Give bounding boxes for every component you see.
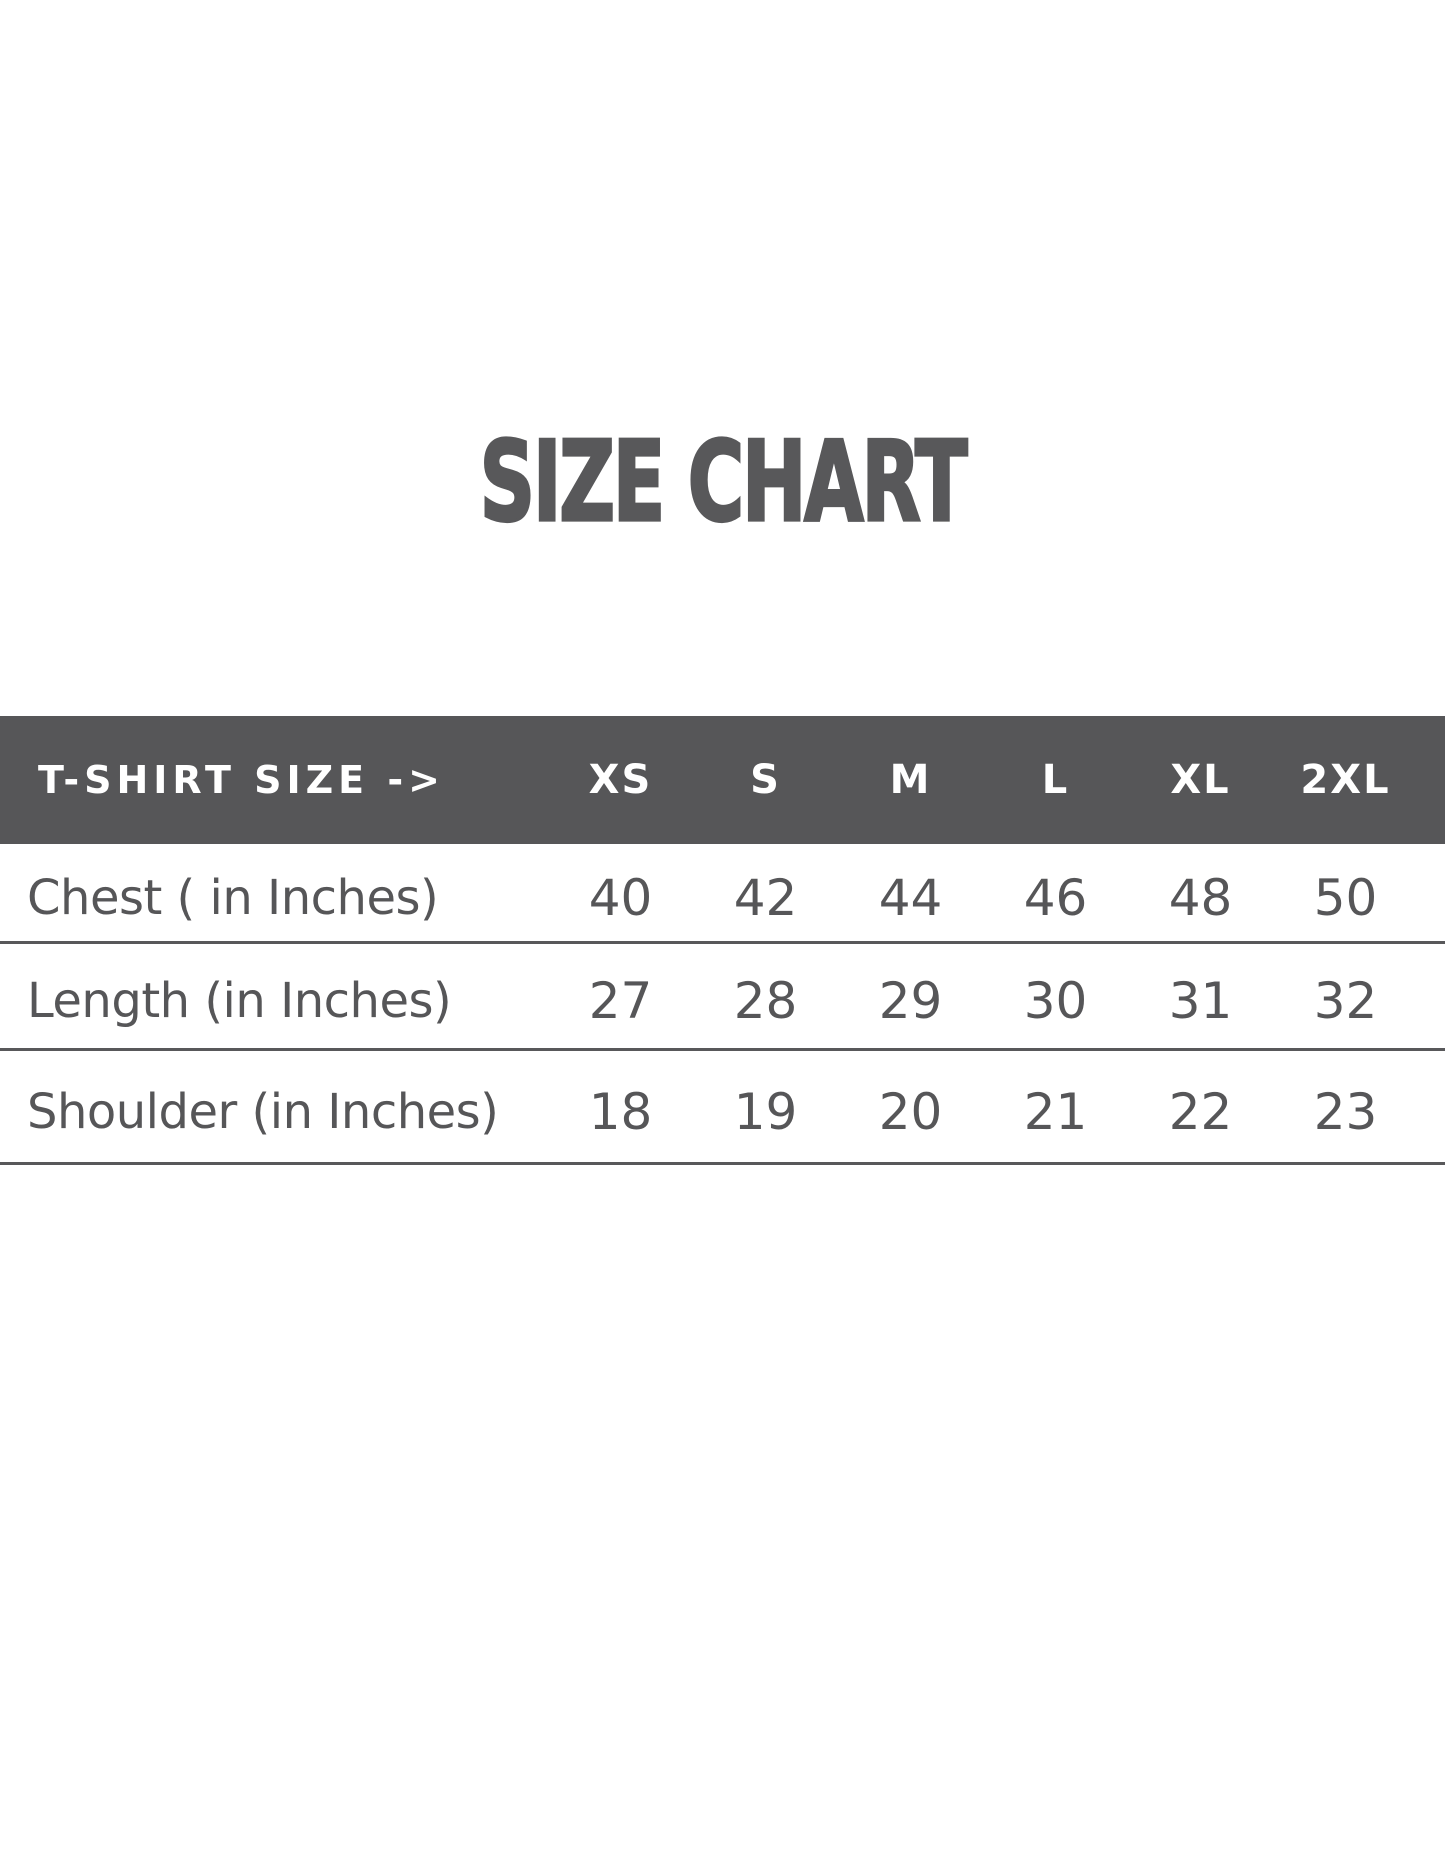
header-size-s: S: [750, 757, 781, 803]
length-value-s: 28: [733, 972, 798, 1030]
length-value-xl: 31: [1168, 972, 1233, 1030]
shoulder-value-m: 20: [878, 1082, 943, 1141]
chest-value-xs: 40: [588, 868, 653, 927]
shoulder-value-s: 19: [733, 1082, 798, 1141]
length-value-2xl: 32: [1313, 972, 1378, 1030]
row-label-length: Length (in Inches): [27, 973, 452, 1029]
header-size-2xl: 2XL: [1300, 757, 1391, 803]
row-label-shoulder: Shoulder (in Inches): [27, 1083, 499, 1140]
chest-value-l: 46: [1023, 868, 1088, 927]
header-label-tshirt-size: T-SHIRT SIZE ->: [38, 758, 445, 802]
header-size-l: L: [1041, 757, 1070, 803]
length-value-l: 30: [1023, 972, 1088, 1030]
chest-value-m: 44: [878, 868, 943, 927]
table-row-shoulder: Shoulder (in Inches) 18 19 20 21 22 23: [0, 1051, 1445, 1165]
length-value-xs: 27: [588, 972, 653, 1030]
table-row-length: Length (in Inches) 27 28 29 30 31 32: [0, 944, 1445, 1051]
chest-value-xl: 48: [1168, 868, 1233, 927]
header-size-xs: XS: [588, 757, 653, 803]
header-size-xl: XL: [1170, 757, 1231, 803]
header-size-m: M: [889, 757, 932, 803]
shoulder-value-2xl: 23: [1313, 1082, 1378, 1141]
table-header-row: T-SHIRT SIZE -> XS S M L XL 2XL: [0, 716, 1445, 844]
chest-value-s: 42: [733, 868, 798, 927]
length-value-m: 29: [878, 972, 943, 1030]
row-label-chest: Chest ( in Inches): [27, 869, 439, 926]
shoulder-value-xs: 18: [588, 1082, 653, 1141]
page-title: SIZE CHART: [478, 417, 968, 547]
shoulder-value-xl: 22: [1168, 1082, 1233, 1141]
chest-value-2xl: 50: [1313, 868, 1378, 927]
size-table: T-SHIRT SIZE -> XS S M L XL 2XL Chest ( …: [0, 716, 1445, 1165]
table-row-chest: Chest ( in Inches) 40 42 44 46 48 50: [0, 844, 1445, 944]
shoulder-value-l: 21: [1023, 1082, 1088, 1141]
